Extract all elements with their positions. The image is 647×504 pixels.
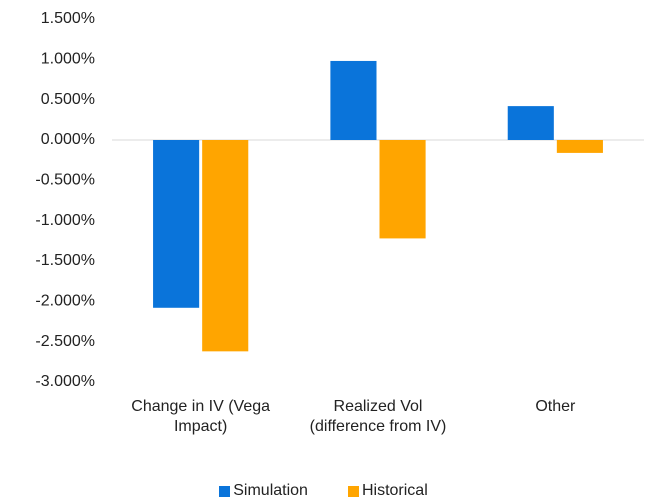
y-tick-label: -3.000%: [35, 373, 95, 390]
bar: [379, 140, 426, 239]
legend-label: Historical: [361, 482, 428, 499]
legend-label: Simulation: [233, 482, 308, 499]
y-tick-label: -1.000%: [35, 212, 95, 229]
bar: [330, 60, 377, 140]
legend-swatch: [347, 485, 359, 497]
y-tick-label: 0.500%: [41, 91, 95, 108]
bar: [202, 140, 249, 352]
legend-item: Simulation: [219, 482, 308, 500]
x-tick-label: Other: [535, 398, 576, 415]
y-tick-label: -2.000%: [35, 293, 95, 310]
y-tick-label: -2.500%: [35, 333, 95, 350]
y-tick-label: -1.500%: [35, 252, 95, 269]
y-tick-label: -0.500%: [35, 172, 95, 189]
legend-item: Historical: [347, 482, 428, 500]
legend-swatch: [219, 485, 231, 497]
x-tick-label: Realized Vol (difference from IV): [309, 398, 447, 435]
y-tick-label: 1.000%: [41, 51, 95, 68]
bar: [556, 140, 603, 153]
y-tick-label: 1.500%: [41, 10, 95, 27]
legend: Simulation Historical: [0, 482, 647, 500]
y-tick-label: 0.000%: [41, 131, 95, 148]
x-tick-label: Change in IV (Vega Impact): [131, 398, 271, 435]
bar: [507, 106, 554, 140]
bar: [153, 140, 200, 308]
